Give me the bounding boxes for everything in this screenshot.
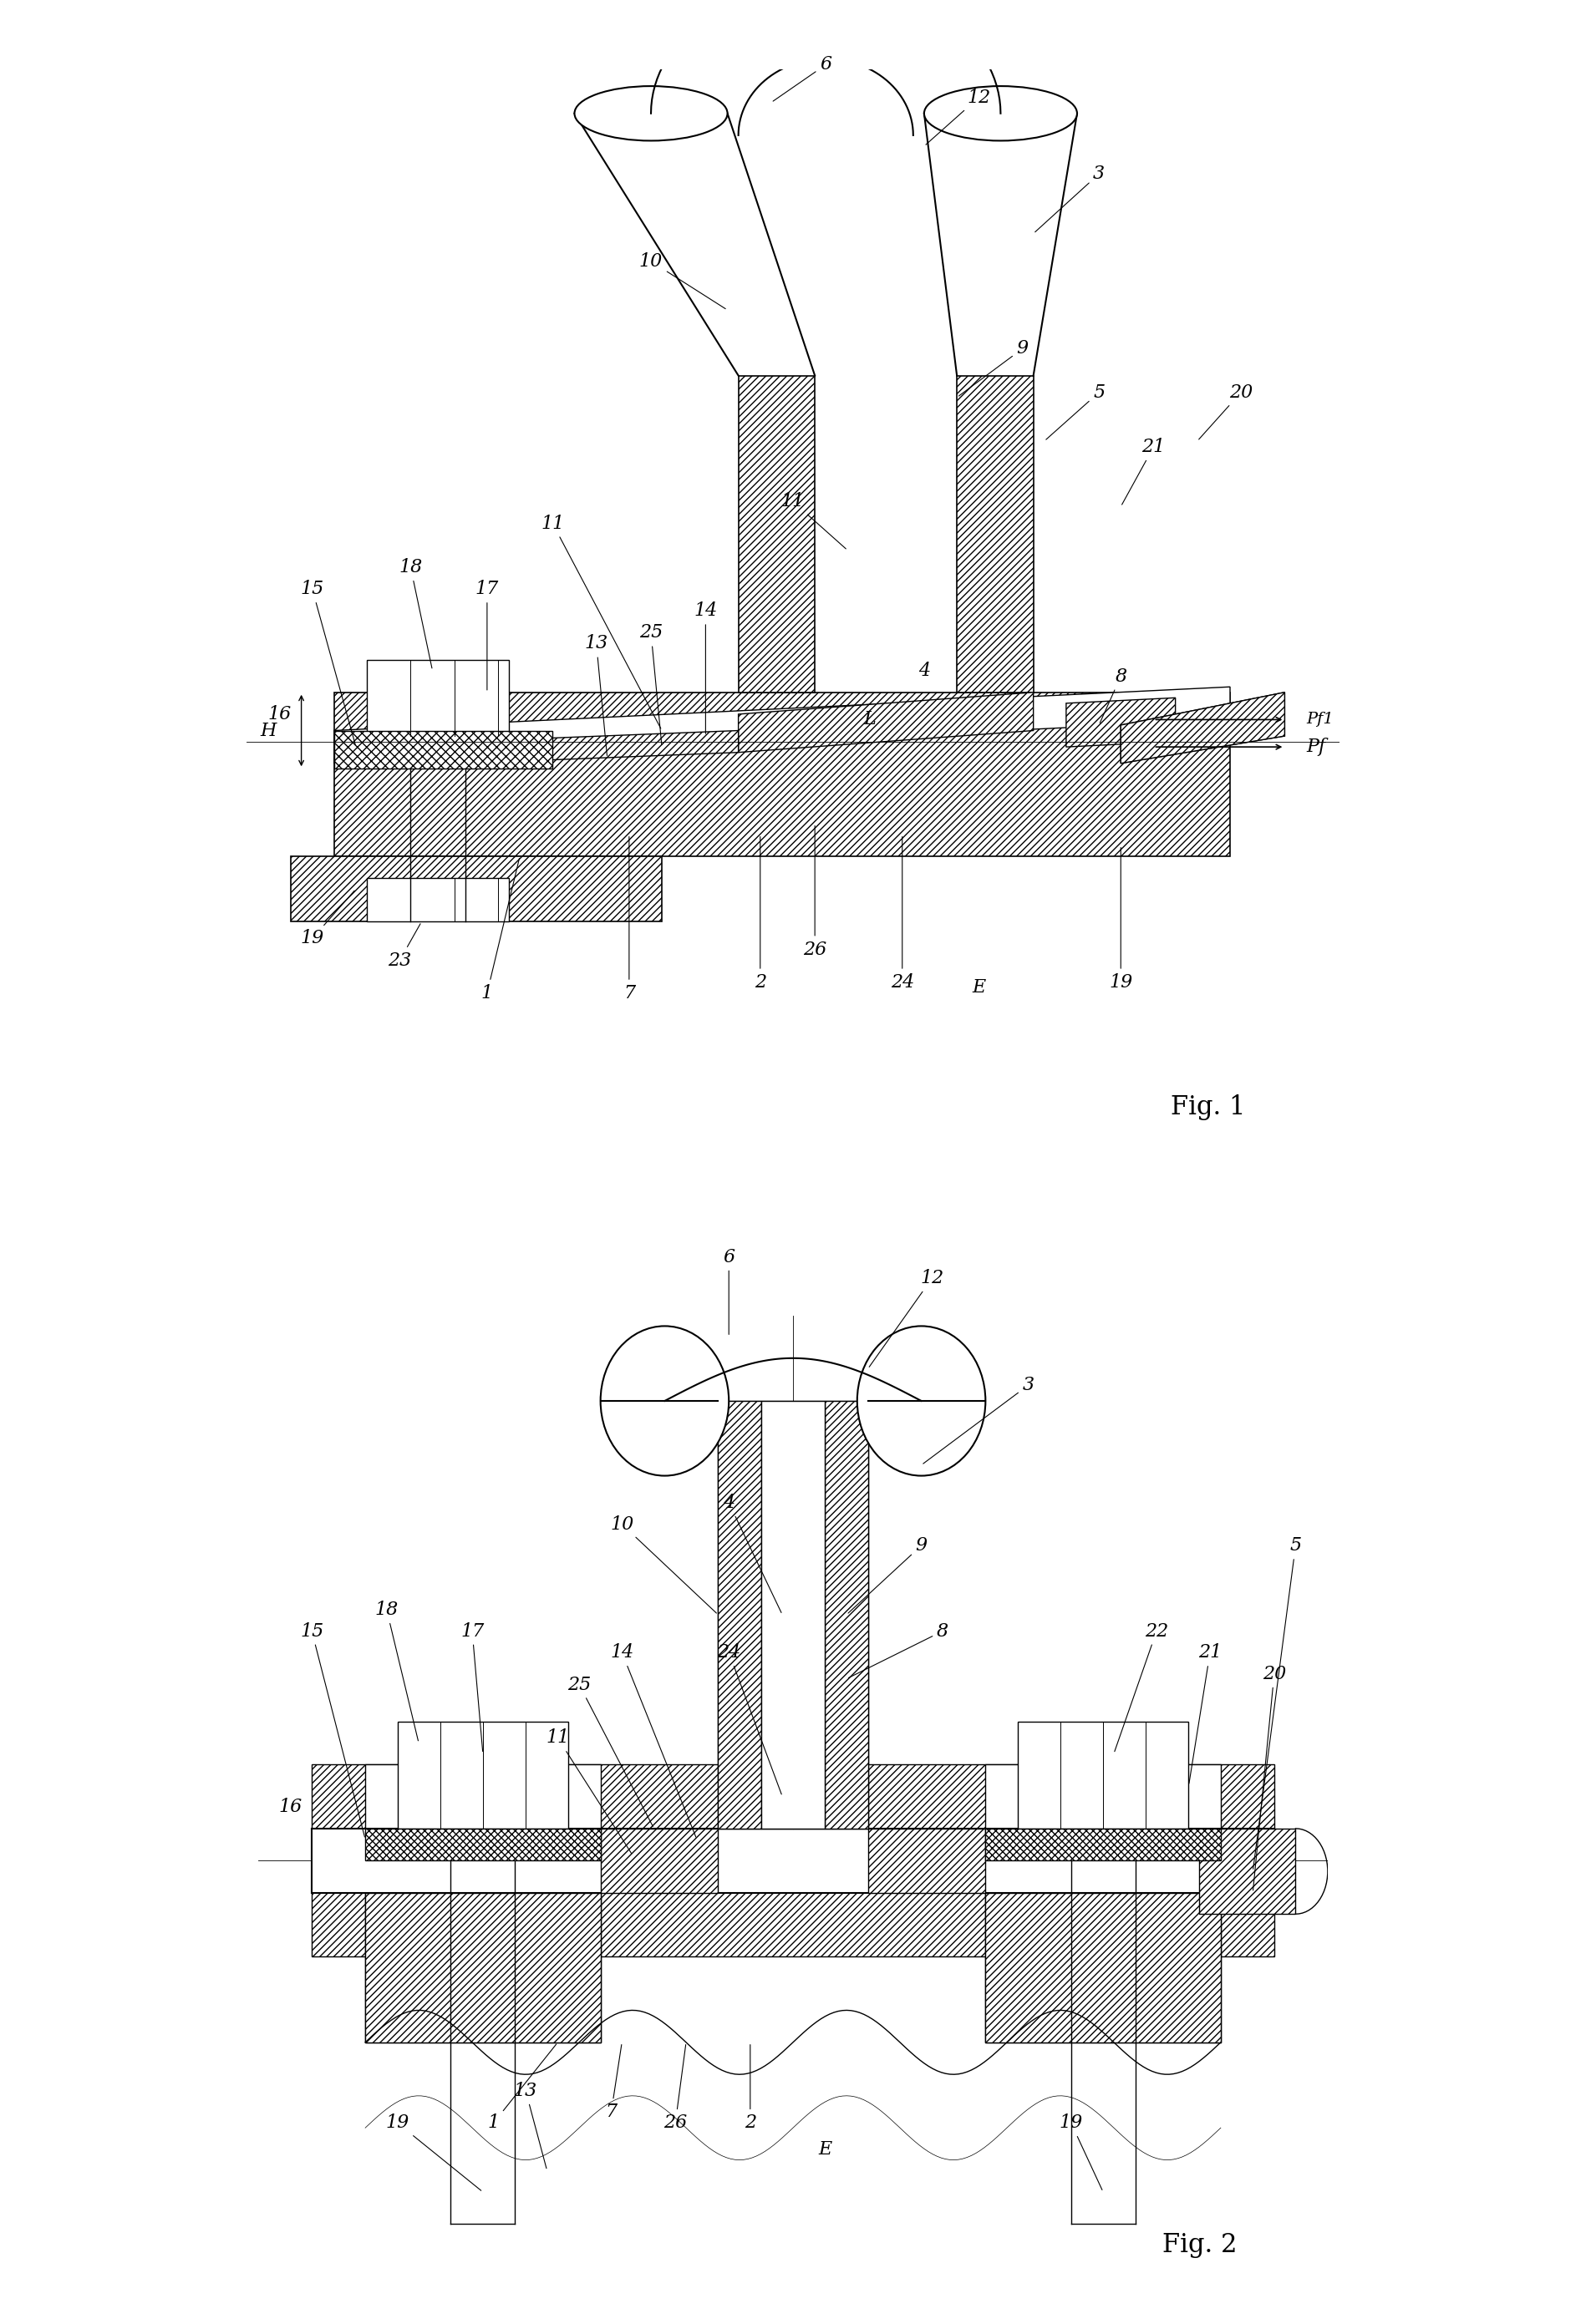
Text: 11: 11	[541, 514, 661, 727]
Text: 26: 26	[803, 825, 826, 957]
Text: 9: 9	[849, 1536, 928, 1613]
Polygon shape	[718, 1401, 793, 1829]
Polygon shape	[985, 1892, 1221, 2043]
Polygon shape	[739, 376, 815, 693]
Polygon shape	[290, 855, 661, 923]
Polygon shape	[1121, 693, 1285, 762]
Polygon shape	[335, 693, 1231, 855]
Text: 10: 10	[639, 251, 725, 309]
Text: 11: 11	[546, 1729, 631, 1852]
Polygon shape	[365, 1892, 601, 2043]
Text: 2: 2	[744, 2045, 757, 2131]
Polygon shape	[365, 1829, 601, 1862]
Polygon shape	[465, 730, 739, 762]
Text: 11: 11	[782, 493, 845, 548]
Text: 6: 6	[723, 1248, 734, 1334]
Polygon shape	[868, 1829, 985, 1892]
Text: L: L	[863, 711, 875, 730]
Text: 15: 15	[300, 1622, 365, 1836]
Text: E: E	[818, 2140, 833, 2159]
Polygon shape	[825, 1401, 868, 1829]
Text: 19: 19	[385, 2113, 481, 2192]
Polygon shape	[739, 693, 1034, 753]
Text: Fig. 1: Fig. 1	[1170, 1095, 1245, 1120]
Text: 24: 24	[890, 837, 914, 992]
Text: 10: 10	[611, 1515, 717, 1613]
Text: H: H	[260, 720, 276, 739]
Polygon shape	[1066, 697, 1175, 746]
Polygon shape	[761, 1401, 825, 1829]
Text: 23: 23	[389, 923, 420, 969]
Polygon shape	[312, 1829, 1274, 1892]
Text: 14: 14	[611, 1643, 696, 1836]
Text: 13: 13	[585, 634, 607, 755]
Text: 13: 13	[514, 2082, 547, 2168]
Text: Pf: Pf	[1307, 737, 1326, 755]
Text: 2: 2	[755, 837, 766, 992]
Text: 25: 25	[568, 1676, 653, 1827]
Polygon shape	[335, 730, 552, 769]
Text: 17: 17	[460, 1622, 484, 1752]
Polygon shape	[956, 376, 1034, 693]
Polygon shape	[366, 660, 509, 737]
Text: 1: 1	[487, 2045, 557, 2131]
Text: 6: 6	[772, 56, 831, 102]
Text: 19: 19	[1109, 848, 1132, 992]
Text: 15: 15	[300, 579, 355, 744]
Text: 26: 26	[663, 2045, 687, 2131]
Text: 12: 12	[926, 88, 991, 144]
Text: 5: 5	[1253, 1536, 1302, 1868]
Text: 19: 19	[1059, 2113, 1102, 2189]
Text: 1: 1	[481, 858, 519, 1002]
Polygon shape	[601, 1829, 718, 1892]
Text: 3: 3	[923, 1376, 1034, 1464]
Text: 8: 8	[1099, 667, 1126, 723]
Polygon shape	[1199, 1829, 1296, 1915]
Text: 18: 18	[374, 1601, 419, 1741]
Ellipse shape	[925, 86, 1077, 142]
Text: 9: 9	[960, 339, 1028, 395]
Text: 8: 8	[849, 1622, 948, 1678]
Text: 5: 5	[1047, 383, 1105, 439]
Text: 20: 20	[1199, 383, 1253, 439]
Polygon shape	[398, 1722, 568, 1829]
Text: 16: 16	[279, 1799, 303, 1817]
Text: 20: 20	[1253, 1664, 1286, 1889]
Text: 4: 4	[918, 662, 929, 679]
Polygon shape	[312, 1764, 1274, 1957]
Text: 24: 24	[717, 1643, 782, 1794]
Text: 7: 7	[623, 837, 634, 1002]
Polygon shape	[793, 1401, 868, 1829]
Polygon shape	[365, 1764, 601, 2043]
Text: 25: 25	[639, 623, 663, 744]
Text: 16: 16	[268, 704, 292, 723]
Polygon shape	[1018, 1722, 1188, 1829]
Text: 7: 7	[606, 2045, 622, 2122]
Polygon shape	[1121, 693, 1285, 762]
Text: Fig. 2: Fig. 2	[1163, 2233, 1237, 2259]
Polygon shape	[985, 1829, 1221, 1862]
Text: 4: 4	[723, 1494, 782, 1613]
Text: 22: 22	[1115, 1622, 1169, 1752]
Text: 14: 14	[693, 602, 717, 734]
Text: Pf1: Pf1	[1307, 711, 1334, 727]
Text: 21: 21	[1190, 1643, 1221, 1783]
Polygon shape	[718, 1401, 761, 1829]
Text: E: E	[972, 978, 985, 997]
Text: 19: 19	[300, 890, 354, 948]
Text: 18: 18	[398, 558, 431, 669]
Polygon shape	[366, 878, 509, 923]
Polygon shape	[985, 1764, 1221, 2043]
Ellipse shape	[601, 1327, 730, 1476]
Text: 17: 17	[476, 579, 500, 690]
Ellipse shape	[574, 86, 728, 142]
Text: 12: 12	[869, 1269, 944, 1367]
Text: 21: 21	[1121, 437, 1166, 504]
Ellipse shape	[856, 1327, 985, 1476]
Polygon shape	[335, 688, 1231, 762]
Text: 3: 3	[1036, 165, 1105, 232]
